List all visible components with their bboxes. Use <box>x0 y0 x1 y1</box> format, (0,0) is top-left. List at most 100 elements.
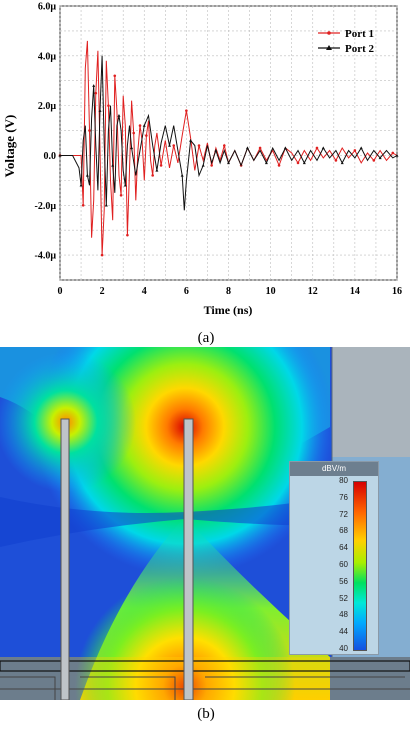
data-point-port-2 <box>189 138 193 142</box>
data-point-port-2 <box>142 123 146 127</box>
x-tick-label: 4 <box>142 286 147 297</box>
background-box-upper-right <box>332 347 410 457</box>
colorbar-ramp <box>353 481 367 651</box>
data-point-port-2 <box>58 153 62 157</box>
legend: Port 1 Port 2 <box>318 28 375 55</box>
data-point-port-1 <box>132 131 136 135</box>
data-point-port-2 <box>201 163 205 167</box>
colorbar-tick-label: 52 <box>339 593 348 603</box>
data-point-port-1 <box>391 151 395 155</box>
caption-a: (a) <box>197 330 215 346</box>
data-point-port-1 <box>277 164 281 167</box>
colorbar-tick-label: 56 <box>339 576 348 586</box>
x-tick-label: 14 <box>350 286 360 297</box>
data-point-port-2 <box>123 183 127 187</box>
colorbar-tick-label: 80 <box>339 476 348 485</box>
data-point-port-2 <box>283 146 287 150</box>
y-tick-label: 6.0μ <box>38 2 57 13</box>
x-tick-label: 0 <box>58 286 63 297</box>
data-point-port-1 <box>353 149 357 152</box>
data-point-port-2 <box>92 84 96 87</box>
y-tick-label: 2.0μ <box>38 101 57 112</box>
caption-b: (b) <box>197 706 215 722</box>
data-point-port-2 <box>98 109 102 112</box>
data-point-port-2 <box>79 183 83 187</box>
legend-label-port-1: Port 1 <box>345 28 374 40</box>
y-tick-label: -4.0μ <box>35 251 57 262</box>
data-point-port-2 <box>130 146 134 150</box>
legend-marker-port-2 <box>326 45 332 50</box>
data-point-port-1 <box>126 233 129 237</box>
data-point-port-2 <box>214 148 218 152</box>
data-point-port-2 <box>302 161 306 165</box>
data-point-port-2 <box>395 153 399 157</box>
y-tick-label: -2.0μ <box>35 201 57 212</box>
data-point-port-1 <box>94 91 98 95</box>
data-point-port-1 <box>159 164 163 167</box>
x-tick-label: 10 <box>266 286 276 297</box>
data-point-port-1 <box>145 134 148 137</box>
data-point-port-2 <box>85 173 89 177</box>
data-point-port-2 <box>180 173 184 177</box>
colorbar-tick-label: 72 <box>339 509 348 519</box>
colorbar: dBV/m 80 76 72 68 64 60 56 52 48 44 40 <box>289 461 379 655</box>
data-point-port-2 <box>245 146 249 150</box>
data-point-port-2 <box>340 161 344 165</box>
data-point-port-2 <box>321 146 325 150</box>
data-point-port-1 <box>210 164 213 167</box>
x-tick-label: 8 <box>226 286 231 297</box>
data-point-port-1 <box>119 194 123 197</box>
colorbar-tick-label: 44 <box>339 627 348 637</box>
data-point-port-2 <box>227 161 230 165</box>
monopole-left <box>60 418 70 700</box>
monopole-right <box>183 418 194 700</box>
plot-area: 0 2 4 6 8 10 12 14 16 -4.0μ -2.0μ 0.0 2.0μ 4.0μ 6.0μ <box>35 2 403 298</box>
ground-slots <box>0 676 410 700</box>
y-axis-label: Voltage (V) <box>2 115 17 178</box>
data-point-port-1 <box>372 159 376 162</box>
data-point-port-1 <box>107 104 110 107</box>
x-tick-label: 6 <box>184 286 189 297</box>
data-point-port-1 <box>222 144 226 147</box>
colorbar-tick-label: 64 <box>339 543 348 553</box>
colorbar-title: dBV/m <box>290 462 378 476</box>
data-point-port-1 <box>334 159 338 162</box>
data-point-port-2 <box>104 203 108 207</box>
data-point-port-1 <box>113 74 117 78</box>
colorbar-tick-label: 68 <box>339 526 348 536</box>
data-point-port-1 <box>197 144 201 147</box>
data-point-port-1 <box>185 109 188 112</box>
grid <box>59 5 398 281</box>
field-null-band <box>0 497 330 547</box>
data-point-port-1 <box>315 146 319 150</box>
ground-plane <box>0 660 410 672</box>
series-lines <box>58 40 399 257</box>
data-point-port-1 <box>100 253 104 257</box>
data-point-port-2 <box>378 156 382 160</box>
colorbar-tick-label: 60 <box>339 560 348 569</box>
colorbar-tick-label: 40 <box>339 644 348 653</box>
voltage-time-chart: 0 2 4 6 8 10 12 14 16 -4.0μ -2.0μ 0.0 2.0μ 4.0μ 6.0μ V… <box>2 2 403 318</box>
data-point-port-1 <box>151 174 154 177</box>
y-tick-label: 4.0μ <box>38 51 57 62</box>
data-point-port-2 <box>264 161 268 165</box>
x-axis-label: Time (ns) <box>204 303 253 317</box>
colorbar-tick-label: 76 <box>339 492 348 502</box>
data-point-port-2 <box>111 163 115 167</box>
data-point-port-1 <box>172 144 176 147</box>
data-point-port-1 <box>81 203 85 207</box>
x-tick-label: 12 <box>308 286 318 297</box>
colorbar-tick-label: 48 <box>339 610 348 620</box>
axis-ticks: 0 2 4 6 8 10 12 14 16 -4.0μ -2.0μ 0.0 2.0μ 4.0μ 6.0μ <box>35 2 403 298</box>
x-tick-label: 2 <box>100 286 105 297</box>
data-point-port-1 <box>296 161 300 165</box>
y-tick-label: 0.0 <box>44 151 57 162</box>
field-distribution-image: dBV/m 80 76 72 68 64 60 56 52 48 44 40 <box>0 347 410 700</box>
data-point-port-1 <box>138 124 142 127</box>
data-point-port-1 <box>258 146 262 150</box>
legend-marker-port-1 <box>327 31 331 35</box>
data-point-port-2 <box>168 143 172 147</box>
data-point-port-2 <box>117 114 121 117</box>
data-point-port-2 <box>155 168 159 172</box>
data-point-port-2 <box>359 146 363 150</box>
